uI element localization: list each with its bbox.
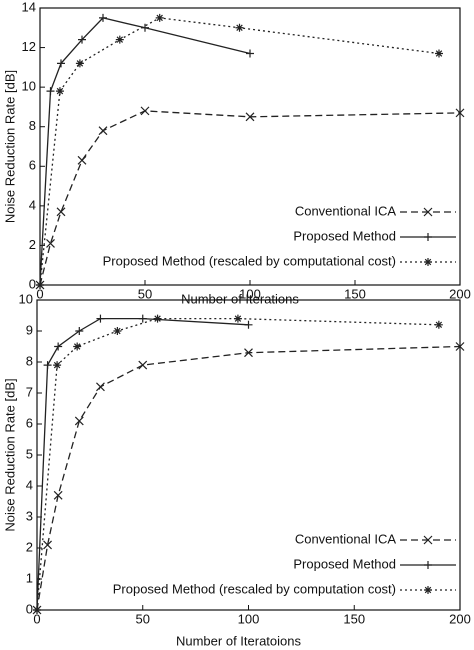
data-point <box>434 320 443 329</box>
y-tick-label: 10 <box>19 291 33 306</box>
y-tick-label: 1 <box>26 570 33 585</box>
data-point <box>244 348 253 358</box>
y-axis-label: Noise Reduction Rate [dB] <box>2 70 17 223</box>
x-tick-label: 50 <box>138 286 152 301</box>
data-point <box>53 490 63 500</box>
data-point <box>57 59 65 68</box>
legend-label: Proposed Method <box>293 228 396 243</box>
data-point <box>33 606 41 614</box>
data-point <box>435 49 443 58</box>
data-point <box>78 35 86 44</box>
legend-marker <box>424 586 432 594</box>
x-tick-label: 50 <box>136 611 150 626</box>
x-tick-label: 200 <box>449 286 471 301</box>
data-point <box>43 361 52 370</box>
data-point <box>115 35 124 44</box>
y-tick-label: 4 <box>29 197 36 212</box>
data-point <box>73 342 82 351</box>
series-line <box>39 17 251 286</box>
data-point <box>46 87 55 96</box>
legend-label: Conventional ICA <box>295 531 396 546</box>
data-point <box>96 382 105 392</box>
y-tick-label: 3 <box>26 508 33 523</box>
legend-marker <box>423 207 433 217</box>
data-point <box>55 87 64 96</box>
y-tick-label: 7 <box>26 384 33 399</box>
legend-label: Conventional ICA <box>295 203 396 218</box>
y-tick-label: 2 <box>26 539 33 554</box>
data-point <box>455 108 465 118</box>
y-tick-label: 6 <box>26 415 33 430</box>
data-point <box>153 314 162 323</box>
data-point <box>455 342 465 351</box>
data-point <box>36 281 44 289</box>
legend-label: Proposed Method (rescaled by computation… <box>103 253 396 268</box>
data-point <box>96 314 105 323</box>
data-point <box>246 49 254 58</box>
data-point <box>113 327 122 335</box>
data-point <box>140 106 150 116</box>
data-point <box>99 13 107 22</box>
data-point <box>75 327 84 335</box>
x-tick-label: 0 <box>33 611 40 626</box>
data-point <box>43 540 52 550</box>
legend-label: Proposed Method <box>293 556 396 571</box>
y-tick-label: 12 <box>22 39 36 54</box>
data-point <box>138 314 147 323</box>
data-point <box>54 342 63 351</box>
data-point <box>75 59 84 68</box>
y-axis-label: Noise Reduction Rate [dB] <box>2 378 17 531</box>
legend-marker <box>424 258 432 266</box>
data-point <box>233 314 242 323</box>
y-tick-label: 6 <box>29 158 36 173</box>
data-point <box>46 239 55 248</box>
y-tick-label: 8 <box>26 353 33 368</box>
y-tick-label: 10 <box>22 79 36 94</box>
data-point <box>235 23 244 32</box>
data-point <box>245 112 255 122</box>
x-tick-label: 200 <box>449 611 471 626</box>
legend-marker <box>424 233 432 241</box>
y-tick-label: 0 <box>26 601 33 616</box>
legend-marker <box>424 561 432 569</box>
series-line <box>36 317 249 611</box>
y-tick-label: 2 <box>29 237 36 252</box>
x-tick-label: 150 <box>344 286 366 301</box>
data-point <box>98 126 108 136</box>
data-point <box>56 207 66 217</box>
data-point <box>244 320 253 329</box>
data-point <box>74 416 84 426</box>
y-tick-label: 8 <box>29 118 36 133</box>
legend-marker <box>423 535 433 545</box>
series-line <box>39 17 440 286</box>
y-tick-label: 0 <box>29 276 36 291</box>
data-point <box>155 13 164 22</box>
x-tick-label: 150 <box>343 611 365 626</box>
plot-frame <box>36 299 461 611</box>
x-axis-label: Number of Iteratoions <box>176 633 302 648</box>
data-point <box>138 360 148 370</box>
y-tick-label: 9 <box>26 322 33 337</box>
legend-label: Proposed Method (rescaled by computation… <box>113 581 396 596</box>
y-tick-label: 5 <box>26 446 33 461</box>
x-tick-label: 100 <box>238 611 260 626</box>
data-point <box>77 155 87 165</box>
series-line <box>36 345 461 611</box>
y-tick-label: 4 <box>26 477 33 492</box>
y-tick-label: 14 <box>22 0 36 14</box>
x-tick-label: 0 <box>36 286 43 301</box>
data-point <box>53 361 62 370</box>
x-tick-label: 100 <box>239 286 261 301</box>
x-axis-label: Number of Iterations <box>181 291 299 306</box>
series-line <box>39 110 461 286</box>
